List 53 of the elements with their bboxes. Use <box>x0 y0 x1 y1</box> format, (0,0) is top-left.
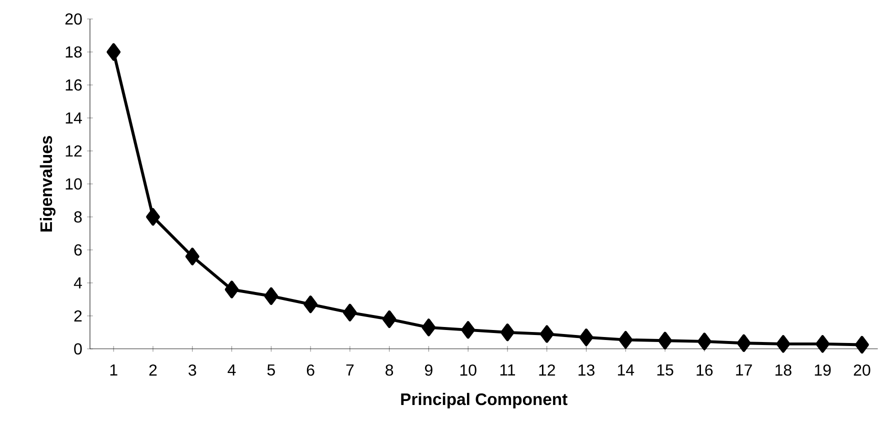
x-tick-label: 19 <box>814 364 831 376</box>
x-tick-label: 7 <box>346 364 354 376</box>
point <box>658 332 672 350</box>
point <box>106 43 121 61</box>
x-tick-label: 4 <box>228 364 236 376</box>
point <box>855 336 869 354</box>
y-tick-label: 20 <box>65 13 82 25</box>
point <box>146 208 160 226</box>
x-tick-label: 2 <box>149 364 157 376</box>
x-tick-label: 8 <box>386 364 394 376</box>
x-tick-label: 5 <box>267 364 275 376</box>
x-tick-label: 3 <box>188 364 196 376</box>
x-tick-label: 9 <box>425 364 432 376</box>
x-tick-label: 17 <box>736 364 752 376</box>
point <box>264 287 278 305</box>
y-tick-label: 16 <box>66 79 82 91</box>
point <box>461 321 476 339</box>
point <box>697 332 712 350</box>
y-tick-label: 0 <box>74 343 82 355</box>
x-tick-label: 14 <box>618 364 634 376</box>
y-tick-label: 2 <box>74 310 82 322</box>
point <box>304 296 318 314</box>
x-axis-title: Principal Component <box>401 392 568 408</box>
y-tick-label: 14 <box>66 112 82 124</box>
x-tick-label: 16 <box>696 364 713 376</box>
x-tick-label: 1 <box>110 364 118 376</box>
y-tick-label: 10 <box>66 178 82 190</box>
y-tick-label: 6 <box>74 244 82 256</box>
point <box>422 318 436 336</box>
point <box>736 334 751 352</box>
y-tick-label: 12 <box>66 145 82 157</box>
y-tick-label: 18 <box>66 46 82 58</box>
x-tick-label: 11 <box>500 364 516 376</box>
point <box>500 324 514 342</box>
x-tick-label: 13 <box>578 364 594 376</box>
x-tick-label: 10 <box>460 364 476 376</box>
x-tick-label: 20 <box>854 364 870 376</box>
x-tick-label: 12 <box>539 364 555 376</box>
x-tick-label: 15 <box>657 364 674 376</box>
point <box>224 280 239 298</box>
point <box>382 310 396 328</box>
y-axis-title: Eigenvalues <box>40 136 56 232</box>
point <box>618 331 633 349</box>
point <box>342 304 357 322</box>
y-tick-label: 8 <box>74 211 82 223</box>
point <box>185 248 200 266</box>
x-tick-label: 18 <box>776 364 792 376</box>
point <box>816 335 830 353</box>
point <box>540 325 554 343</box>
point <box>579 328 594 346</box>
point <box>776 335 790 353</box>
y-tick-label: 4 <box>74 277 82 288</box>
x-tick-label: 6 <box>306 364 314 376</box>
